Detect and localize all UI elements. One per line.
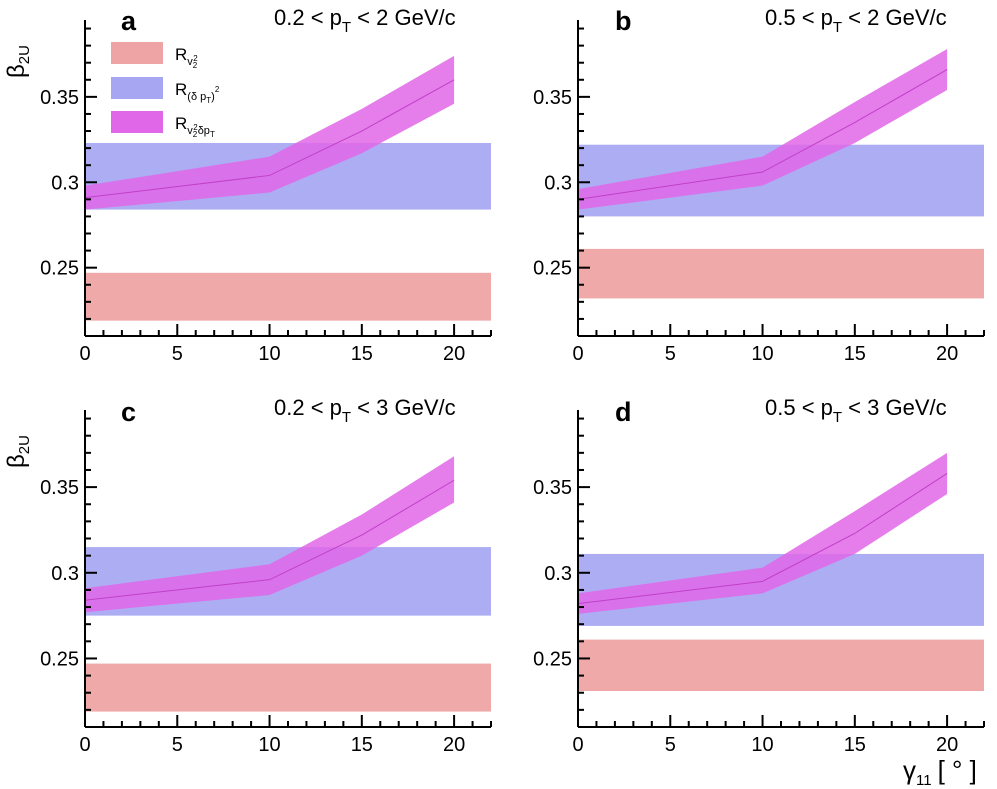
y-tick-label: 0.3 [51,172,79,194]
x-tick-label: 15 [844,343,866,365]
x-tick-label: 5 [665,734,676,756]
panel-d: 0 5 10 15 20 0.25 0.3 0.35 d 0.5 < pT < 3 GeV/c [533,395,985,756]
x-tick-label: 0 [79,734,90,756]
y-tick-label: 0.3 [51,563,79,585]
y-tick-label: 0.3 [544,563,572,585]
band-rv2 [578,248,984,299]
x-tick-label: 20 [443,343,465,365]
band-rv2 [578,639,984,692]
legend-swatch-rv2dpt [111,111,163,133]
y-axis-label-top: β2U [3,45,33,78]
x-tick-label: 20 [443,734,465,756]
panel-b: 0 5 10 15 20 0.25 0.3 0.35 b 0.5 < pT < 2 GeV/c [533,5,985,365]
x-axis-label: γ11[ ° ] [903,755,977,789]
x-tick-label: 0 [572,343,583,365]
y-tick-label: 0.35 [533,87,572,109]
panel-c: 0 5 10 15 20 0.25 0.3 0.35 c 0.2 < pT < 3 GeV/c [40,395,492,756]
central-line-rv2dpt [577,472,948,605]
y-axis-label-bottom: β2U [3,435,33,468]
central-line-rv2dpt [84,79,455,199]
legend-label-rv2: Rv22 [175,45,198,70]
panels: 0 5 10 15 200.250.30.35a 0.2 < pT < 2 GeV/c0 5… [40,5,985,756]
x-tick-label: 5 [172,343,183,365]
band-rv2dpt [85,55,455,210]
legend: Rv22 R(δ pT)2 Rv22δpT [111,42,220,139]
panel-letter: b [615,6,632,36]
x-tick-label: 0 [572,734,583,756]
pt-range-label: 0.2 < pT < 3 GeV/c [274,395,456,426]
y-tick-label: 0.3 [544,172,572,194]
y-tick-label: 0.35 [40,87,79,109]
legend-label-rdpt: R(δ pT)2 [175,80,220,105]
legend-swatch-rv2 [111,42,163,64]
band-rv2 [85,663,491,712]
central-line-rv2dpt [84,479,455,601]
y-tick-label: 0.25 [533,258,572,280]
panel-letter: d [615,397,632,427]
pt-range-label: 0.5 < pT < 3 GeV/c [765,395,947,426]
pt-range-label: 0.5 < pT < 2 GeV/c [765,5,947,36]
x-tick-label: 20 [936,343,958,365]
band-rv2dpt [85,456,455,613]
panel-letter: c [121,397,136,427]
x-tick-label: 0 [79,343,90,365]
x-tick-label: 5 [172,734,183,756]
panel-letter: a [121,6,137,36]
y-tick-label: 0.25 [40,648,79,670]
band-rv2 [85,272,491,321]
x-tick-label: 15 [351,734,373,756]
x-tick-label: 10 [751,343,773,365]
legend-label-rv2dpt: Rv22δpT [175,114,215,139]
panel-a: 0 5 10 15 20 0.25 0.3 0.35 a 0.2 < pT < 2 GeV/c [40,5,492,365]
y-tick-label: 0.25 [533,648,572,670]
y-tick-label: 0.35 [40,477,79,499]
pt-range-label: 0.2 < pT < 2 GeV/c [274,5,456,36]
x-tick-label: 10 [258,343,280,365]
x-tick-label: 10 [751,734,773,756]
legend-swatch-rdpt [111,77,163,99]
x-tick-label: 20 [936,734,958,756]
x-tick-label: 5 [665,343,676,365]
central-line-rv2dpt [577,69,948,200]
x-tick-label: 15 [351,343,373,365]
x-tick-label: 15 [844,734,866,756]
y-tick-label: 0.35 [533,477,572,499]
y-tick-label: 0.25 [40,258,79,280]
x-tick-label: 10 [258,734,280,756]
